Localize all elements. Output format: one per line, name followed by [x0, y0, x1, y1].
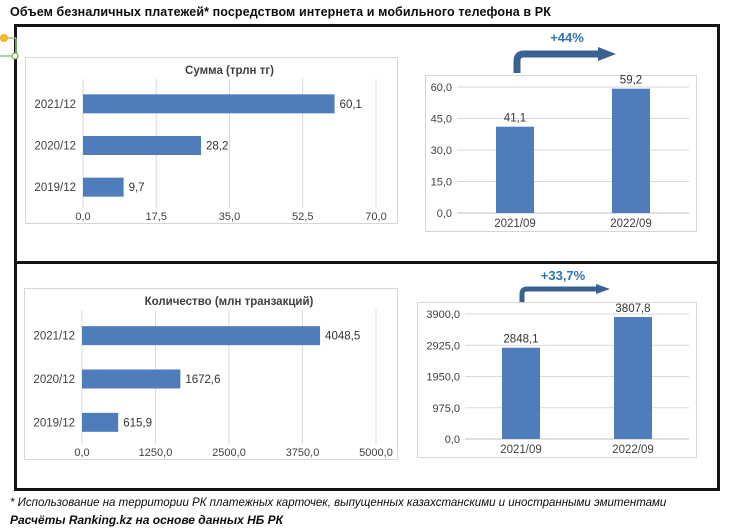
y-tick-label: 15,0	[431, 177, 452, 189]
category-label: 2020/12	[34, 141, 76, 153]
growth-label-count: +33,7%	[506, 268, 620, 283]
category-label: 2022/09	[612, 444, 654, 456]
y-tick-label: 0,0	[445, 434, 460, 446]
category-label: 2021/12	[33, 331, 75, 343]
x-tick-label: 0,0	[75, 211, 90, 223]
y-tick-label: 0,0	[437, 208, 452, 220]
chart-title: Сумма (трлн тг)	[185, 65, 274, 77]
category-label: 2019/12	[33, 417, 75, 429]
value-label: 3807,8	[615, 303, 650, 315]
growth-value-count: +33,7%	[540, 268, 586, 283]
y-tick-label: 975,0	[432, 403, 460, 415]
x-tick-label: 0,0	[74, 447, 89, 459]
growth-label-sum: +44%	[510, 30, 624, 45]
category-label: 2021/09	[500, 444, 542, 456]
value-label: 28,2	[206, 141, 228, 153]
chart-title: Количество (млн транзакций)	[145, 296, 314, 308]
y-tick-label: 1950,0	[426, 372, 460, 384]
bar-segment	[82, 412, 119, 432]
selection-handle-icon	[0, 34, 19, 60]
category-label: 2019/12	[34, 182, 76, 194]
category-label: 2022/09	[610, 218, 652, 230]
y-tick-label: 3900,0	[426, 309, 460, 321]
category-label: 2021/09	[494, 218, 536, 230]
category-label: 2020/12	[33, 374, 75, 386]
page-title: Объем безналичных платежей* посредством …	[10, 5, 551, 19]
bar-segment	[82, 369, 181, 389]
chart-sum-trln: Сумма (трлн тг) 0,0 17,5 35,0 52,5 70,0 2021/1…	[25, 57, 398, 224]
value-label: 615,9	[123, 417, 152, 429]
value-label: 4048,5	[325, 331, 360, 343]
x-tick-label: 52,5	[292, 211, 313, 223]
growth-value-sum: +44%	[550, 30, 584, 45]
x-tick-label: 17,5	[146, 211, 167, 223]
footnote: * Использование на территории РК платежн…	[10, 497, 667, 509]
frame-divider	[14, 261, 720, 264]
chart-count-mln: Количество (млн транзакций) 0,0 1250,0 2500…	[24, 288, 398, 460]
y-tick-label: 60,0	[431, 82, 452, 94]
x-tick-label: 35,0	[219, 211, 240, 223]
value-label: 2848,1	[503, 334, 538, 346]
bar-segment	[83, 177, 124, 197]
chart-sum-yearly: 0,0 15,0 30,0 45,0 60,0 41,1 2021/09 59,2 2022/0…	[425, 75, 697, 232]
y-tick-label: 2925,0	[426, 340, 460, 352]
bar-segment	[502, 347, 540, 439]
chart-count-yearly: 0,0 975,0 1950,0 2925,0 3900,0 2848,1 2021/09 3…	[417, 302, 697, 458]
x-tick-label: 70,0	[365, 211, 386, 223]
x-tick-label: 5000,0	[359, 447, 393, 459]
value-label: 41,1	[504, 113, 526, 125]
value-label: 1672,6	[185, 374, 220, 386]
bar-segment	[612, 88, 650, 213]
y-tick-label: 30,0	[431, 145, 452, 157]
value-label: 9,7	[129, 182, 145, 194]
growth-arrow-icon	[513, 47, 616, 73]
bar-segment	[82, 326, 321, 346]
x-tick-label: 1250,0	[139, 447, 173, 459]
value-label: 60,1	[340, 99, 362, 111]
bar-segment	[83, 94, 335, 114]
x-tick-label: 2500,0	[212, 447, 246, 459]
source-note: Расчёты Ranking.kz на основе данных НБ Р…	[10, 513, 284, 527]
y-tick-label: 45,0	[431, 114, 452, 126]
category-label: 2021/12	[34, 99, 76, 111]
bar-segment	[496, 126, 534, 213]
bar-segment	[83, 136, 202, 155]
bar-segment	[614, 316, 652, 439]
value-label: 59,2	[620, 75, 642, 87]
x-tick-label: 3750,0	[286, 447, 320, 459]
growth-arrow-icon	[519, 284, 610, 303]
